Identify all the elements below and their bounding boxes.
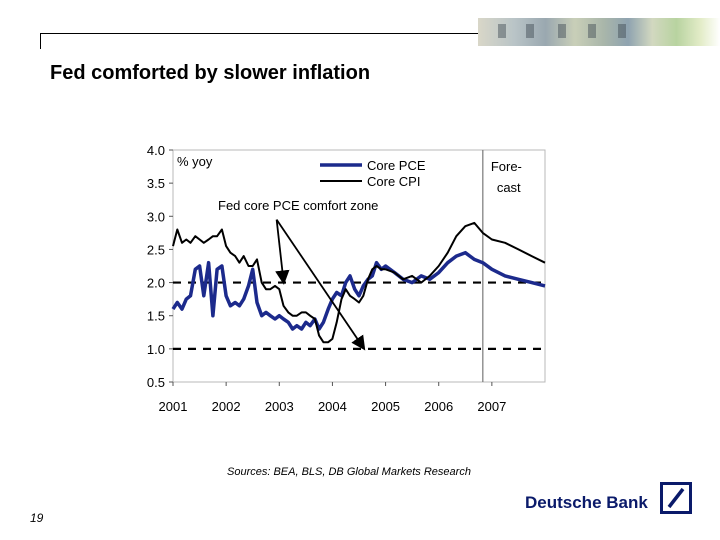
comfort-zone-arrow [275,219,366,351]
plot-border [172,149,546,383]
x-axis: 2001 2002 2003 2004 2005 2006 2007 [159,382,506,414]
x-tick-label: 2006 [424,399,453,414]
header-rule-tick [40,33,41,49]
slide-title: Fed comforted by slower inflation [50,62,371,84]
banner-block [618,24,626,38]
banner-block [526,24,534,38]
annotations: % yoy Fed core PCE comfort zone [177,154,378,351]
comfort-zone-arrow [275,219,290,285]
banner-block [558,24,566,38]
forecast-label: cast [497,180,521,195]
forecast-label: Fore- [491,159,522,174]
y-tick-label: 3.0 [147,209,165,224]
comfort-zone-label: Fed core PCE comfort zone [218,198,378,213]
sources-note: Sources: BEA, BLS, DB Global Markets Res… [227,466,471,478]
series-lines [171,221,546,344]
y-tick-label: 3.5 [147,176,165,191]
unit-label: % yoy [177,154,213,169]
page-number: 19 [30,511,44,525]
x-tick-label: 2002 [212,399,241,414]
y-tick-label: 2.0 [147,276,165,291]
banner-block [498,24,506,38]
brand-name: Deutsche Bank [525,493,648,512]
x-tick-label: 2007 [477,399,506,414]
y-tick-label: 1.5 [147,309,165,324]
y-axis: 0.5 1.0 1.5 2.0 2.5 3.0 3.5 4.0 [147,143,173,390]
x-tick-label: 2005 [371,399,400,414]
series-line-core-cpi [172,221,546,344]
y-tick-label: 4.0 [147,143,165,158]
plot-frame [172,149,546,383]
y-tick-label: 0.5 [147,375,165,390]
inflation-line-chart: 0.51.01.52.02.53.03.54.0 2001 2002 2003 200… [147,143,546,414]
series-line-core-pce [171,250,546,331]
y-tick-label: 1.0 [147,342,165,357]
banner-block [588,24,596,38]
header-banner-image [478,18,720,46]
y-tick-label: 2.5 [147,242,165,257]
x-tick-label: 2003 [265,399,294,414]
x-tick-label: 2001 [159,399,188,414]
forecast-divider: Fore-cast [482,150,522,382]
legend-label: Core PCE [367,158,426,173]
header-rule [40,33,485,34]
deutsche-bank-logo-icon [660,482,692,514]
legend-label: Core CPI [367,174,420,189]
x-tick-label: 2004 [318,399,347,414]
